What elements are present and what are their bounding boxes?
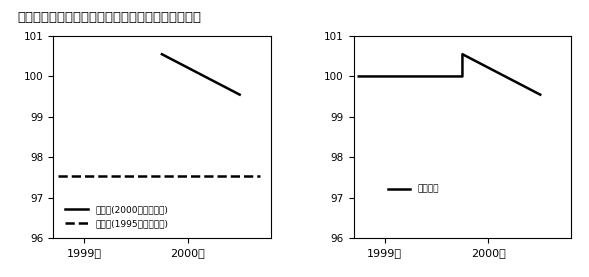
Text: ケース１：新指数が接続年度に下落しているケース: ケース１：新指数が接続年度に下落しているケース: [18, 11, 201, 24]
Line: 新指数(2000年基準指数): 新指数(2000年基準指数): [162, 54, 240, 95]
Legend: 新指数(2000年基準指数), 旧指数(1995年基準指数): 新指数(2000年基準指数), 旧指数(1995年基準指数): [62, 202, 172, 232]
Line: 接続指数: 接続指数: [359, 54, 540, 95]
Legend: 接続指数: 接続指数: [384, 181, 443, 197]
新指数(2000年基準指数): [158, 53, 166, 56]
接続指数: [459, 75, 466, 78]
接続指数: [355, 75, 362, 78]
接続指数: [459, 53, 466, 56]
新指数(2000年基準指数): [236, 93, 243, 96]
接続指数: [537, 93, 544, 96]
